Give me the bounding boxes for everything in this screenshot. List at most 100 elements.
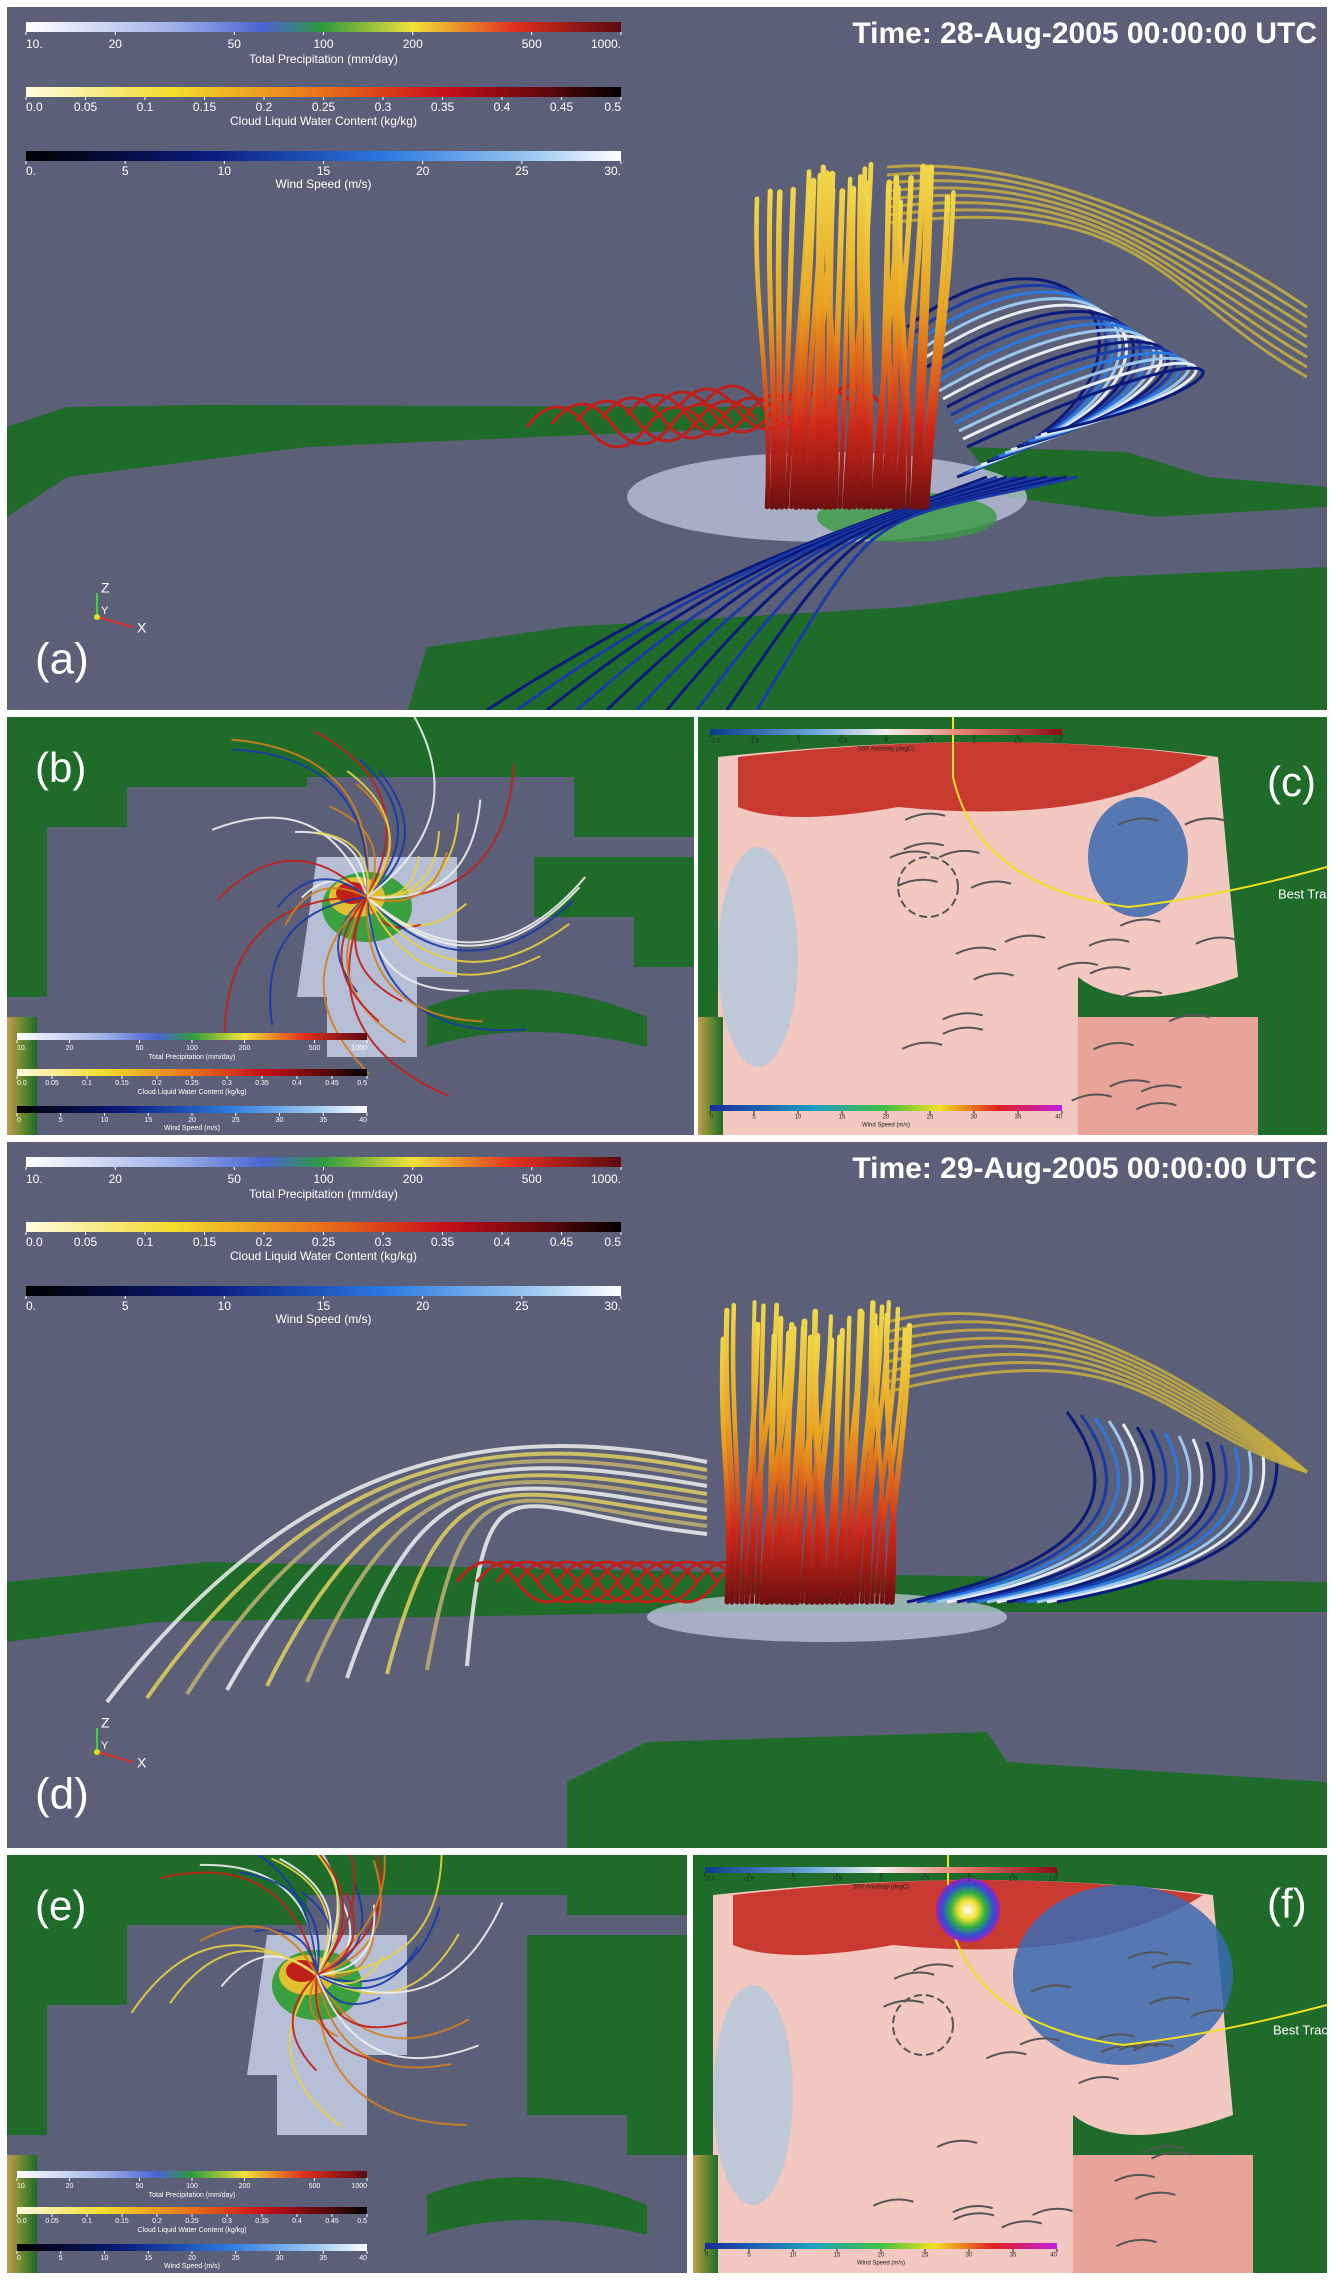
streamline [145, 1451, 708, 1700]
colorbar-title: Cloud Liquid Water Content (kg/kg) [137, 1089, 246, 1096]
streamline [910, 165, 931, 510]
streamline [309, 1974, 339, 2038]
streamline [766, 188, 777, 510]
streamline [839, 1315, 852, 1605]
wind-vector [1140, 1084, 1182, 1093]
wind-vector [952, 2205, 994, 2214]
wind-vector [1117, 817, 1159, 826]
land [7, 1855, 687, 2135]
streamline [254, 1929, 318, 1976]
colorbar-tick-label: 2.0 [1049, 1877, 1058, 1883]
colorbar-tick-label: 35 [1015, 1115, 1022, 1121]
wind-vector [936, 2139, 978, 2148]
panel-scene: -2.0 -1.5 -1 -0.5 0 0.5 1 1.5 2.0 SST Anomaly (de… [698, 717, 1327, 1135]
land [427, 2177, 647, 2235]
colorbar [705, 2243, 1057, 2249]
sst-cold [1088, 797, 1188, 917]
streamline [723, 1307, 737, 1605]
storm [936, 1878, 1000, 1942]
colorbar-tick-label: 0.45 [550, 100, 574, 114]
wind-vector [903, 842, 944, 851]
wind-vector [912, 1963, 954, 1972]
streamline [486, 475, 988, 710]
streamline [346, 770, 391, 898]
colorbar-tick-label: 0.15 [193, 1235, 217, 1249]
wind-vector [889, 850, 931, 859]
wind-vector [1109, 1079, 1150, 1088]
colorbar-tick-label: 50 [228, 37, 242, 51]
streamline [600, 396, 784, 440]
streamline [844, 1308, 864, 1605]
streamline [105, 1444, 708, 1704]
colorbar-tick-label: 0.15 [115, 1080, 129, 1087]
panel: -2.0 -1.5 -1 -0.5 0 0.5 1 1.5 2.0 SST Anomaly (de… [693, 1855, 1327, 2273]
panel-label: (a) [35, 635, 89, 684]
colorbar-tick-label: 20 [66, 2183, 74, 2190]
sea [1078, 1017, 1258, 1135]
colorbar-tick-label: 30 [276, 1117, 284, 1124]
streamline [276, 878, 368, 908]
streamline [919, 194, 951, 510]
streamline [793, 177, 817, 510]
colorbar-tick-label: 0.4 [292, 1080, 302, 1087]
streamline [425, 1498, 708, 1671]
colorbar-tick-label: 200 [239, 2183, 251, 2190]
colorbar-tick-label: 1000 [351, 2183, 367, 2190]
colorbar-tick-label: 1000. [591, 37, 621, 51]
streamline [996, 1438, 1204, 1604]
colorbar-tick-label: 0.1 [82, 1080, 92, 1087]
colorbar [17, 1069, 367, 1076]
streamline [886, 201, 1308, 359]
colorbar-tick-label: 0 [710, 1115, 714, 1121]
streamline [883, 1312, 897, 1605]
colorbar-tick-label: 0.3 [375, 100, 392, 114]
colorbar-title: Wind Speed (m/s) [275, 177, 371, 191]
streamline [759, 1330, 792, 1605]
streamline [886, 1328, 1308, 1474]
wind-vector [1100, 2045, 1142, 2054]
colorbar-tick-label: 50 [136, 2183, 144, 2190]
colorbar-tick-label: 5 [59, 2255, 63, 2262]
colorbar-title: Wind Speed (m/s) [857, 2261, 905, 2267]
streamline [546, 475, 1008, 710]
land [567, 1732, 1327, 1848]
streamline [924, 190, 956, 510]
colorbar-tick-label: 5 [122, 1299, 129, 1313]
colorbar-tick-label: 0.3 [222, 2218, 232, 2225]
colorbar-tick-label: 20 [188, 2255, 196, 2262]
land [7, 405, 767, 517]
streamline [322, 896, 370, 1075]
precipitation-core [286, 1960, 318, 1982]
streamline [869, 1306, 901, 1605]
land [407, 567, 1327, 710]
colorbar-tick-label: 10 [101, 1117, 109, 1124]
wind-vector [1001, 2220, 1043, 2229]
wind-vector [1195, 936, 1237, 945]
streamline [864, 195, 874, 510]
streamline [516, 475, 998, 710]
colorbar-title: Cloud Liquid Water Content (kg/kg) [230, 1249, 417, 1263]
colorbar-tick-label: 0.4 [292, 2218, 302, 2225]
colorbar-tick-label: 500 [309, 1045, 321, 1052]
streamline [739, 1321, 761, 1605]
sst-cold [1013, 1885, 1233, 2065]
wind-vector [1115, 2238, 1157, 2247]
colorbar-tick-label: 0.05 [74, 1235, 98, 1249]
colorbar-tick-label: 0.45 [325, 1080, 339, 1087]
wind-vector [970, 880, 1012, 889]
colorbar-title: Total Precipitation (mm/day) [149, 1054, 236, 1061]
colorbar-tick-label: 25 [232, 2255, 240, 2262]
panel-scene: -2.0 -1.5 -1 -0.5 0 0.5 1 1.5 2.0 SST Anomaly (de… [693, 1855, 1327, 2273]
streamline [956, 1426, 1156, 1604]
streamline [812, 1335, 827, 1605]
streamline [305, 1480, 708, 1683]
wind-vector [1184, 817, 1226, 826]
sst-cold [713, 1985, 793, 2205]
streamline [366, 876, 586, 944]
colorbar-tick-label: 200 [239, 1045, 251, 1052]
colorbar-tick-label: 0. [26, 1299, 36, 1313]
colorbar-tick-label: 100 [313, 37, 333, 51]
colorbar [26, 1286, 621, 1296]
streamline [238, 1871, 320, 1976]
